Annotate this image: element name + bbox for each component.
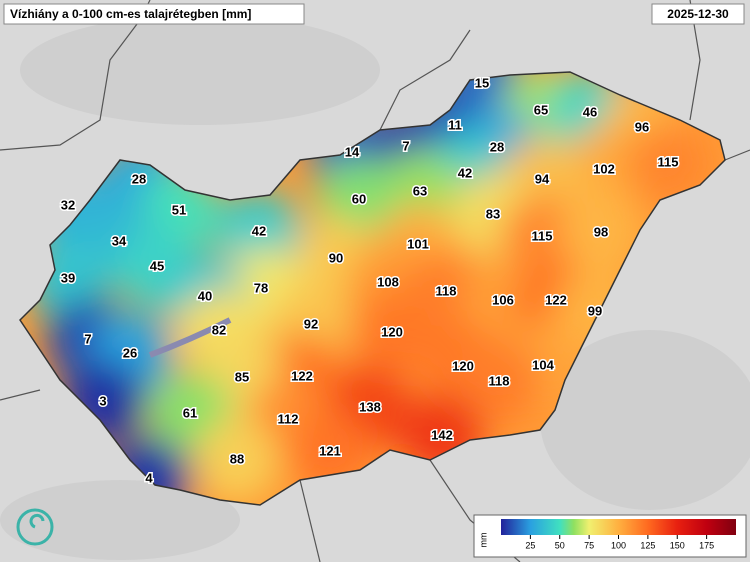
station-value: 7 [84, 331, 91, 346]
station-value: 61 [183, 405, 197, 420]
legend-tick-label: 75 [584, 540, 594, 550]
legend-tick-label: 175 [699, 540, 714, 550]
color-bar [501, 519, 736, 535]
station-value: 60 [352, 191, 366, 206]
station-value: 78 [254, 280, 268, 295]
station-value: 15 [475, 75, 489, 90]
station-value: 115 [532, 228, 553, 243]
value-field [195, 418, 279, 502]
station-value: 106 [492, 292, 514, 307]
station-value: 101 [407, 236, 429, 251]
station-value: 40 [198, 288, 212, 303]
station-value: 65 [534, 102, 548, 117]
station-value: 122 [291, 368, 313, 383]
station-value: 42 [252, 223, 266, 238]
station-value: 82 [212, 322, 226, 337]
station-value: 115 [658, 154, 679, 169]
station-value: 96 [635, 119, 649, 134]
terrain [0, 15, 750, 560]
station-value: 92 [304, 316, 318, 331]
station-value: 34 [112, 233, 127, 248]
value-field [350, 291, 434, 375]
station-value: 85 [235, 369, 249, 384]
station-value: 39 [61, 270, 75, 285]
legend-tick-label: 50 [555, 540, 565, 550]
station-value: 11 [448, 117, 462, 132]
station-value: 32 [61, 197, 75, 212]
value-field [457, 340, 541, 424]
station-value: 120 [381, 324, 403, 339]
value-field [559, 191, 643, 275]
station-value: 26 [123, 345, 137, 360]
station-value: 121 [319, 443, 341, 458]
station-value: 108 [377, 274, 399, 289]
station-value: 28 [490, 139, 504, 154]
station-value: 118 [436, 283, 457, 298]
station-value: 14 [345, 144, 360, 159]
station-value: 118 [489, 373, 510, 388]
station-value: 63 [413, 183, 427, 198]
station-value: 7 [402, 138, 409, 153]
date-box [651, 3, 745, 25]
station-value: 94 [535, 171, 550, 186]
station-value: 3 [99, 393, 106, 408]
station-value: 112 [278, 411, 299, 426]
title-box [3, 3, 305, 25]
legend-tick-label: 25 [525, 540, 535, 550]
legend-tick-label: 150 [670, 540, 685, 550]
station-value: 45 [150, 258, 164, 273]
station-value: 122 [545, 292, 567, 307]
logo [16, 508, 54, 546]
station-value: 99 [588, 303, 602, 318]
station-value: 98 [594, 224, 608, 239]
station-value: 90 [329, 250, 343, 265]
station-value: 83 [486, 206, 500, 221]
legend-unit: mm [478, 533, 488, 548]
legend-tick-label: 100 [611, 540, 626, 550]
station-value: 51 [172, 202, 186, 217]
station-value: 104 [532, 357, 554, 372]
station-value: 4 [145, 470, 153, 485]
legend-tick-label: 125 [640, 540, 655, 550]
value-field [562, 128, 646, 212]
station-value: 28 [132, 171, 146, 186]
station-value: 138 [359, 399, 381, 414]
lake-balaton [148, 317, 232, 358]
station-value: 142 [431, 427, 453, 442]
station-value: 120 [452, 358, 474, 373]
value-field [626, 121, 710, 205]
station-value: 102 [593, 161, 615, 176]
date: 2025-12-30 [667, 7, 729, 21]
station-value: 42 [458, 165, 472, 180]
station-value: 46 [583, 104, 597, 119]
country-border [19, 71, 726, 506]
title: Vízhiány a 0-100 cm-es talajrétegben [mm… [10, 7, 251, 21]
station-value: 88 [230, 451, 244, 466]
